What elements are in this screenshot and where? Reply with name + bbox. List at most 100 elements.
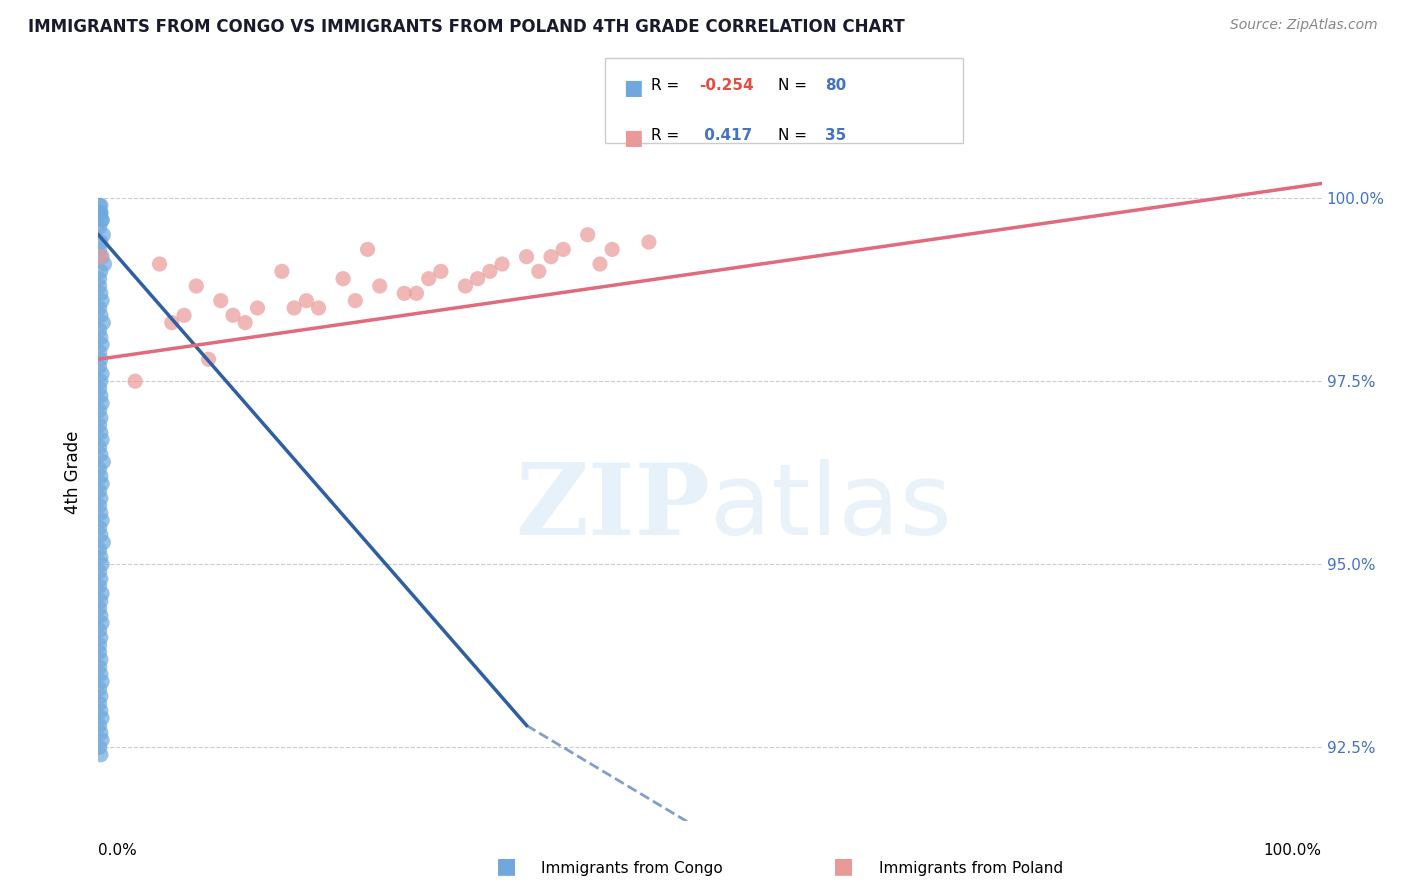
Point xyxy=(576,227,599,242)
Point xyxy=(89,462,111,476)
Point xyxy=(89,323,111,337)
Point xyxy=(91,711,114,725)
Point xyxy=(89,198,111,212)
Text: 80: 80 xyxy=(825,78,846,94)
Point xyxy=(638,235,661,249)
Y-axis label: 4th Grade: 4th Grade xyxy=(65,431,83,515)
Point xyxy=(430,264,453,278)
Point xyxy=(89,579,111,593)
Point xyxy=(89,403,111,417)
Point xyxy=(90,389,112,403)
Point xyxy=(283,301,305,315)
Point xyxy=(91,250,114,264)
Point xyxy=(368,279,391,293)
Point xyxy=(89,220,111,235)
Point xyxy=(91,293,114,308)
Point xyxy=(89,697,111,711)
Point xyxy=(89,382,111,396)
Point xyxy=(89,638,111,652)
Point xyxy=(527,264,550,278)
Point xyxy=(90,206,112,220)
Point xyxy=(89,345,111,359)
Point xyxy=(89,484,111,499)
Text: ■: ■ xyxy=(496,856,516,876)
Text: 0.417: 0.417 xyxy=(699,128,752,143)
Point xyxy=(90,652,112,666)
Point xyxy=(90,286,112,301)
Point xyxy=(89,660,111,674)
Point xyxy=(90,352,112,367)
Point xyxy=(89,279,111,293)
Point xyxy=(90,250,112,264)
Point xyxy=(344,293,367,308)
Point xyxy=(589,257,612,271)
Point xyxy=(405,286,427,301)
Point xyxy=(186,279,208,293)
Point xyxy=(332,271,354,285)
Point xyxy=(89,718,111,732)
Text: Immigrants from Poland: Immigrants from Poland xyxy=(879,861,1063,876)
Point xyxy=(553,243,575,257)
Point xyxy=(270,264,294,278)
Point xyxy=(91,455,114,469)
Point xyxy=(90,410,112,425)
Text: R =: R = xyxy=(651,128,685,143)
Point xyxy=(90,747,112,762)
Text: N =: N = xyxy=(778,128,811,143)
Point xyxy=(89,499,111,513)
Point xyxy=(308,301,330,315)
Point xyxy=(90,506,112,520)
Point xyxy=(90,447,112,461)
Point xyxy=(478,264,501,278)
Point xyxy=(222,308,245,322)
Point xyxy=(149,257,172,271)
Point xyxy=(89,624,111,638)
Point xyxy=(89,740,111,755)
Point xyxy=(91,433,114,447)
Text: N =: N = xyxy=(778,78,811,94)
Point xyxy=(89,418,111,433)
Point xyxy=(89,521,111,535)
Text: ZIP: ZIP xyxy=(515,459,710,556)
Point xyxy=(418,271,440,285)
Point xyxy=(91,396,114,410)
Point xyxy=(90,425,112,440)
Point xyxy=(90,572,112,586)
Point xyxy=(515,250,537,264)
Point xyxy=(209,293,232,308)
Point xyxy=(160,316,183,330)
Point xyxy=(90,689,112,703)
Text: 35: 35 xyxy=(825,128,846,143)
Text: 0.0%: 0.0% xyxy=(98,843,138,858)
Point xyxy=(91,476,114,491)
Point xyxy=(90,198,112,212)
Text: IMMIGRANTS FROM CONGO VS IMMIGRANTS FROM POLAND 4TH GRADE CORRELATION CHART: IMMIGRANTS FROM CONGO VS IMMIGRANTS FROM… xyxy=(28,18,905,36)
Point xyxy=(90,549,112,564)
Point xyxy=(89,681,111,696)
Point xyxy=(89,542,111,557)
Point xyxy=(90,608,112,623)
Point xyxy=(90,374,112,388)
Text: 100.0%: 100.0% xyxy=(1264,843,1322,858)
Point xyxy=(600,243,623,257)
Point xyxy=(90,594,112,608)
Point xyxy=(89,440,111,454)
Point xyxy=(91,615,114,630)
Point xyxy=(91,213,114,227)
Point xyxy=(467,271,489,285)
Point xyxy=(90,206,112,220)
Point xyxy=(91,213,114,227)
Point xyxy=(89,565,111,579)
Point xyxy=(91,513,114,527)
Point xyxy=(90,330,112,344)
Point xyxy=(90,491,112,506)
Point xyxy=(89,301,111,315)
Text: ■: ■ xyxy=(834,856,853,876)
Point xyxy=(124,374,146,388)
Point xyxy=(89,243,111,257)
Point xyxy=(89,206,111,220)
Point xyxy=(540,250,562,264)
Point xyxy=(233,316,256,330)
Point xyxy=(91,733,114,747)
Text: Source: ZipAtlas.com: Source: ZipAtlas.com xyxy=(1230,18,1378,32)
